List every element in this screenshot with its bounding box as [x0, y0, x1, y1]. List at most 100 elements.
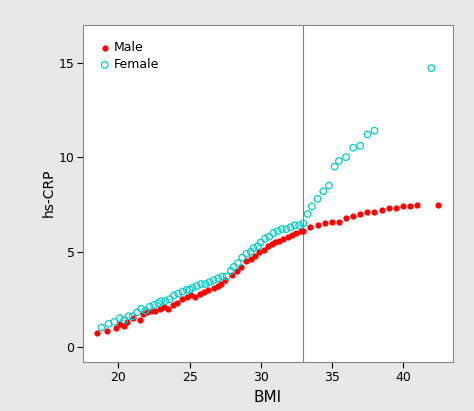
- Male: [268, 241, 276, 247]
- Male: [280, 236, 287, 242]
- Female: [146, 303, 154, 310]
- Male: [120, 322, 128, 329]
- Female: [278, 226, 286, 233]
- Male: [217, 281, 225, 287]
- Male: [255, 249, 263, 255]
- Male: [183, 294, 191, 300]
- Male: [169, 302, 176, 308]
- Female: [155, 300, 162, 306]
- Female: [98, 324, 105, 331]
- Female: [186, 286, 193, 293]
- Female: [319, 188, 327, 194]
- Female: [129, 313, 137, 319]
- Female: [137, 305, 145, 312]
- Y-axis label: hs-CRP: hs-CRP: [42, 169, 56, 217]
- Female: [270, 230, 277, 236]
- Female: [342, 154, 350, 160]
- Male: [112, 324, 119, 331]
- Male: [187, 292, 195, 299]
- Male: [378, 207, 385, 213]
- Male: [204, 286, 212, 293]
- Male: [364, 209, 371, 215]
- Male: [156, 305, 164, 312]
- Male: [93, 330, 101, 337]
- Female: [210, 277, 218, 284]
- Male: [284, 233, 292, 240]
- Female: [116, 315, 124, 321]
- Male: [260, 247, 267, 253]
- Female: [110, 319, 118, 325]
- Male: [251, 252, 259, 259]
- Female: [247, 249, 255, 255]
- Female: [304, 211, 311, 217]
- Female: [105, 321, 112, 327]
- Female: [331, 164, 338, 170]
- Male: [271, 239, 279, 246]
- Female: [265, 233, 273, 240]
- Female: [274, 228, 282, 234]
- Male: [406, 203, 414, 210]
- Male: [200, 289, 208, 295]
- Female: [201, 281, 209, 287]
- Female: [254, 243, 262, 249]
- Female: [325, 182, 333, 189]
- Male: [210, 284, 218, 291]
- Male: [288, 231, 296, 238]
- Female: [189, 284, 196, 291]
- Female: [142, 307, 149, 314]
- Female: [300, 220, 307, 227]
- Female: [428, 65, 435, 72]
- Female: [193, 283, 201, 289]
- Male: [233, 268, 240, 274]
- Male: [237, 264, 245, 270]
- Female: [162, 298, 169, 305]
- Female: [371, 127, 378, 134]
- Male: [173, 300, 181, 306]
- Male: [292, 230, 300, 236]
- Male: [160, 303, 168, 310]
- Male: [221, 277, 229, 284]
- Male: [147, 307, 155, 314]
- Female: [223, 273, 230, 280]
- Female: [257, 239, 264, 246]
- Male: [342, 215, 350, 221]
- Female: [133, 309, 141, 316]
- Female: [197, 281, 205, 287]
- Female: [179, 289, 186, 295]
- Female: [183, 286, 191, 293]
- Female: [287, 224, 294, 231]
- Female: [364, 131, 371, 138]
- Male: [228, 271, 236, 278]
- Male: [136, 317, 144, 323]
- Female: [308, 203, 316, 210]
- Female: [238, 254, 246, 261]
- Male: [264, 243, 272, 249]
- Male: [129, 315, 137, 321]
- Female: [227, 268, 235, 274]
- Male: [214, 283, 222, 289]
- Male: [435, 201, 442, 208]
- Male: [143, 309, 151, 316]
- Female: [243, 250, 250, 257]
- Female: [219, 273, 226, 280]
- Male: [247, 256, 255, 263]
- Female: [295, 222, 303, 229]
- Male: [356, 211, 364, 217]
- Male: [191, 294, 199, 300]
- Female: [150, 302, 158, 308]
- Female: [157, 298, 165, 305]
- Male: [349, 212, 357, 219]
- Male: [116, 321, 124, 327]
- Female: [349, 144, 357, 151]
- Male: [297, 228, 304, 234]
- Male: [152, 307, 159, 314]
- Male: [328, 218, 336, 225]
- Male: [371, 209, 378, 215]
- Female: [206, 279, 213, 286]
- Female: [125, 313, 132, 319]
- Male: [243, 258, 250, 265]
- Male: [123, 319, 131, 325]
- Male: [314, 222, 321, 229]
- Female: [283, 226, 290, 233]
- Legend: Male, Female: Male, Female: [97, 38, 163, 75]
